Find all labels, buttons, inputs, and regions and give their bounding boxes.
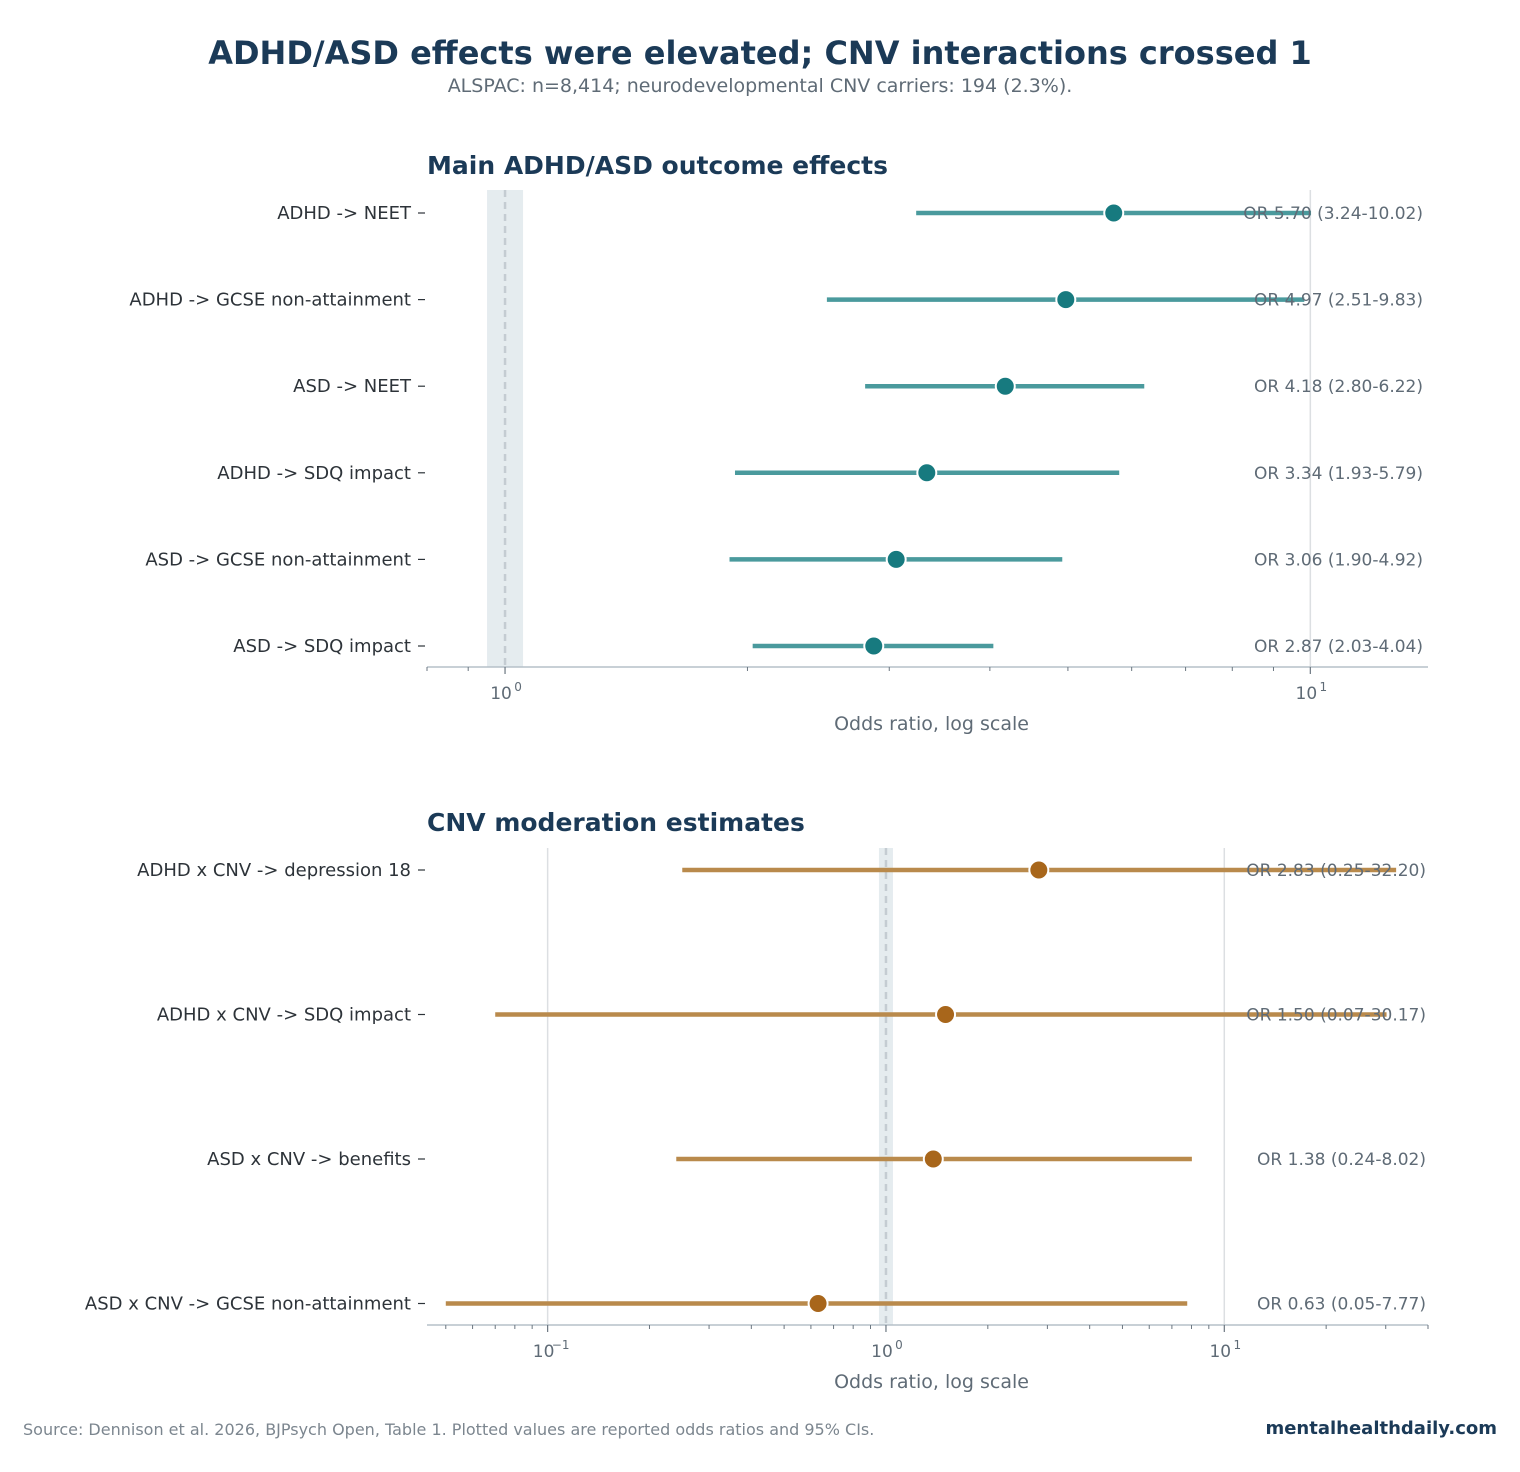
row-label: ASD -> NEET (293, 376, 412, 397)
reference-band (487, 190, 524, 667)
or-annotation: OR 4.18 (2.80-6.22) (1254, 377, 1423, 397)
x-axis-title: Odds ratio, log scale (834, 713, 1029, 735)
or-annotation: OR 1.38 (0.24-8.02) (1257, 1150, 1426, 1170)
or-annotation: OR 2.87 (2.03-4.04) (1254, 637, 1423, 657)
row-label: ADHD x CNV -> depression 18 (137, 860, 411, 881)
point-estimate (863, 635, 885, 657)
forest-row: ASD x CNV -> GCSE non-attainment OR 0.63 … (85, 1293, 1426, 1315)
or-annotation: OR 4.97 (2.51-9.83) (1254, 291, 1423, 311)
x-tick-exponent: 0 (895, 1338, 903, 1352)
x-tick-label: 10 (871, 1342, 893, 1362)
or-annotation: OR 0.63 (0.05-7.77) (1257, 1295, 1426, 1315)
x-tick-exponent: −1 (552, 1338, 570, 1352)
point-estimate (1055, 289, 1077, 311)
x-tick-label: 10 (533, 1342, 555, 1362)
chart-subtitle: ALSPAC: n=8,414; neurodevelopmental CNV … (447, 75, 1073, 97)
point-estimate (935, 1004, 957, 1025)
x-axis-title: Odds ratio, log scale (834, 1371, 1029, 1393)
or-annotation: OR 5.70 (3.24-10.02) (1243, 204, 1423, 224)
row-label: ASD -> GCSE non-attainment (145, 549, 411, 570)
row-label: ADHD -> GCSE non-attainment (129, 290, 411, 311)
row-label: ADHD x CNV -> SDQ impact (157, 1005, 411, 1026)
x-tick-label: 10 (1209, 1342, 1231, 1362)
forest-row: ASD -> GCSE non-attainment OR 3.06 (1.90-… (145, 548, 1423, 570)
or-annotation: OR 2.83 (0.25-32.20) (1246, 861, 1426, 881)
point-estimate (922, 1148, 944, 1170)
forest-row: ASD -> SDQ impact OR 2.87 (2.03-4.04) (233, 635, 1423, 657)
panel-title: Main ADHD/ASD outcome effects (427, 151, 888, 180)
point-estimate (994, 375, 1016, 397)
chart-title: ADHD/ASD effects were elevated; CNV inte… (208, 34, 1312, 72)
x-tick-exponent: 0 (514, 680, 522, 694)
forest-row: ADHD -> NEET OR 5.70 (3.24-10.02) (277, 202, 1423, 224)
x-tick-label: 10 (1296, 684, 1318, 704)
point-estimate (916, 462, 938, 484)
forest-row: ASD -> NEET OR 4.18 (2.80-6.22) (293, 375, 1423, 397)
forest-row: ADHD x CNV -> depression 18 OR 2.83 (0.25… (137, 859, 1426, 881)
row-label: ADHD -> SDQ impact (217, 463, 411, 484)
panel-title: CNV moderation estimates (427, 808, 805, 837)
source-note: Source: Dennison et al. 2026, BJPsych Op… (23, 1420, 875, 1439)
forest-row: ASD x CNV -> benefits OR 1.38 (0.24-8.02) (207, 1148, 1426, 1170)
reference-band (878, 848, 893, 1325)
x-tick-label: 10 (490, 684, 512, 704)
or-annotation: OR 1.50 (0.07-30.17) (1246, 1006, 1426, 1026)
row-label: ASD x CNV -> GCSE non-attainment (85, 1294, 411, 1315)
forest-row: ADHD x CNV -> SDQ impact OR 1.50 (0.07-30… (157, 1004, 1426, 1026)
x-tick-exponent: 1 (1233, 1338, 1241, 1352)
row-label: ADHD -> NEET (277, 203, 412, 224)
point-estimate (807, 1293, 829, 1314)
point-estimate (1103, 202, 1125, 224)
point-estimate (885, 548, 907, 570)
or-annotation: OR 3.34 (1.93-5.79) (1254, 464, 1423, 484)
x-tick-exponent: 1 (1320, 680, 1328, 694)
forest-row: ADHD -> SDQ impact OR 3.34 (1.93-5.79) (217, 462, 1423, 484)
row-label: ASD x CNV -> benefits (207, 1149, 411, 1170)
or-annotation: OR 3.06 (1.90-4.92) (1254, 550, 1423, 570)
forest-row: ADHD -> GCSE non-attainment OR 4.97 (2.51… (129, 289, 1423, 311)
row-label: ASD -> SDQ impact (233, 636, 411, 657)
site-brand: mentalhealthdaily.com (1265, 1418, 1497, 1439)
point-estimate (1028, 859, 1050, 881)
